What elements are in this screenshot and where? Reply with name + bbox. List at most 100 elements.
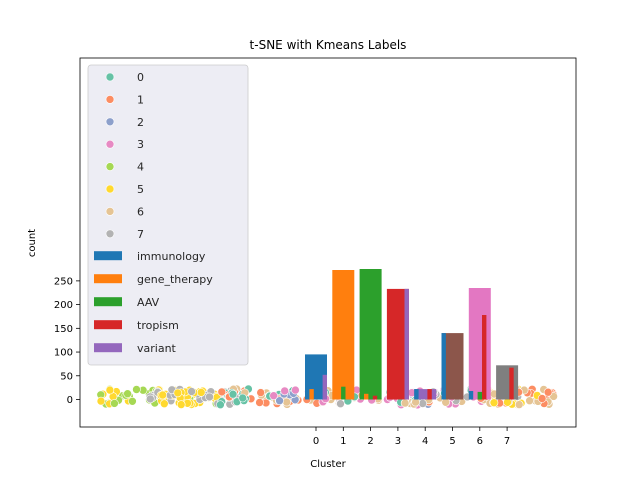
- total-bar-1: [332, 270, 355, 400]
- legend-swatch-series: [94, 251, 122, 261]
- scatter-point: [489, 398, 499, 408]
- legend-swatch-series: [94, 274, 122, 284]
- total-bar-4: [414, 389, 437, 400]
- legend-swatch-series: [94, 320, 122, 330]
- series-bar-immunology-4: [414, 389, 419, 400]
- series-bar-variant-3: [404, 288, 409, 400]
- series-bar-tropism-6: [482, 315, 487, 400]
- legend-label-cluster: 6: [137, 205, 144, 218]
- scatter-point: [132, 385, 141, 394]
- total-bar-6: [468, 288, 491, 400]
- scatter-point: [158, 390, 167, 400]
- total-bar-0: [305, 354, 327, 400]
- legend-label-cluster: 3: [137, 138, 144, 151]
- legend-marker-cluster: [105, 207, 115, 216]
- legend-label-cluster: 4: [137, 161, 144, 174]
- legend-label-cluster: 2: [137, 116, 144, 129]
- total-bar-2: [359, 269, 382, 400]
- scatter-point: [336, 399, 345, 409]
- scatter-point: [216, 400, 225, 410]
- x-tick-label: 7: [504, 436, 510, 447]
- total-bar-5: [441, 333, 464, 400]
- y-tick-label: 50: [60, 371, 73, 382]
- y-tick-label: 100: [54, 348, 73, 359]
- legend-label-series: tropism: [137, 319, 179, 332]
- scatter-point: [96, 396, 106, 406]
- scatter-point: [205, 392, 214, 402]
- series-bars: [309, 288, 514, 400]
- series-bar-tropism-2: [372, 395, 378, 400]
- scatter-point: [256, 388, 266, 397]
- x-tick-label: 1: [340, 436, 346, 447]
- scatter-point: [146, 394, 155, 404]
- scatter-point: [275, 396, 284, 406]
- y-axis: 0 50 100 150 200 250: [54, 276, 80, 406]
- series-bar-AAV-1: [341, 386, 346, 400]
- legend-marker-cluster: [105, 117, 115, 127]
- x-tick-label: 4: [422, 436, 428, 447]
- legend-label-series: immunology: [137, 250, 206, 263]
- scatter-point: [280, 386, 290, 396]
- y-tick-label: 150: [54, 324, 73, 335]
- scatter-point: [291, 385, 300, 395]
- scatter-point: [160, 399, 169, 409]
- series-bar-gene_therapy-0: [309, 389, 314, 400]
- y-axis-label: count: [27, 229, 38, 257]
- x-tick-label: 3: [395, 436, 401, 447]
- legend-marker-cluster: [105, 72, 115, 82]
- chart-title: t-SNE with Kmeans Labels: [250, 38, 407, 52]
- plot-frame: [79, 57, 577, 428]
- scatter-point: [543, 387, 553, 397]
- legend-marker-cluster: [105, 184, 115, 194]
- legend-swatch-series: [94, 343, 122, 353]
- scatter-layer: [96, 384, 558, 410]
- scatter-point: [255, 398, 264, 407]
- x-tick-label: 2: [367, 436, 373, 447]
- scatter-point: [400, 398, 410, 408]
- series-bar-variant-0: [322, 374, 327, 400]
- series-bar-gene_therapy-2: [364, 393, 369, 400]
- legend: 0 1 2 3 4 5 6 7 immunology gene_therapy AAV tropism…: [87, 64, 249, 366]
- scatter-point: [228, 389, 238, 399]
- legend-marker-cluster: [105, 162, 115, 171]
- legend-marker-cluster: [105, 139, 115, 149]
- scatter-point: [128, 396, 137, 406]
- scatter-point: [196, 388, 206, 397]
- total-bar-3: [386, 288, 409, 400]
- x-tick-label: 5: [449, 436, 455, 447]
- legend-marker-cluster: [105, 95, 115, 104]
- y-tick-label: 200: [54, 300, 73, 311]
- x-axis-label: Cluster: [310, 459, 346, 470]
- legend-swatch-series: [94, 297, 122, 307]
- scatter-point: [173, 388, 183, 398]
- scatter-point: [238, 393, 247, 403]
- legend-marker-cluster: [105, 229, 115, 239]
- series-bar-immunology-5: [441, 333, 446, 400]
- scatter-point: [514, 400, 524, 409]
- legend-label-cluster: 0: [137, 71, 144, 84]
- x-axis: 0 1 2 3 4 5 6 7: [313, 427, 510, 447]
- scatter-point: [187, 387, 196, 396]
- scatter-point: [269, 391, 279, 401]
- series-bar-AAV-6: [477, 391, 482, 400]
- legend-label-series: variant: [137, 342, 177, 355]
- legend-label-series: gene_therapy: [137, 273, 213, 286]
- x-tick-label: 6: [477, 436, 483, 447]
- scatter-point: [105, 385, 115, 395]
- scatter-point: [176, 400, 186, 409]
- series-bar-immunology-6: [468, 391, 474, 400]
- y-tick-label: 250: [54, 276, 73, 287]
- scatter-point: [217, 387, 227, 397]
- scatter-point: [282, 397, 292, 407]
- series-bar-tropism-4: [427, 389, 432, 400]
- x-tick-label: 0: [313, 436, 319, 447]
- scatter-point: [537, 394, 547, 403]
- scatter-point: [418, 399, 428, 408]
- scatter-point: [123, 389, 132, 399]
- legend-box: [87, 64, 249, 366]
- total-bar-7: [496, 365, 519, 400]
- legend-label-cluster: 5: [137, 183, 144, 196]
- legend-label-series: AAV: [137, 296, 160, 309]
- scatter-point: [110, 399, 119, 408]
